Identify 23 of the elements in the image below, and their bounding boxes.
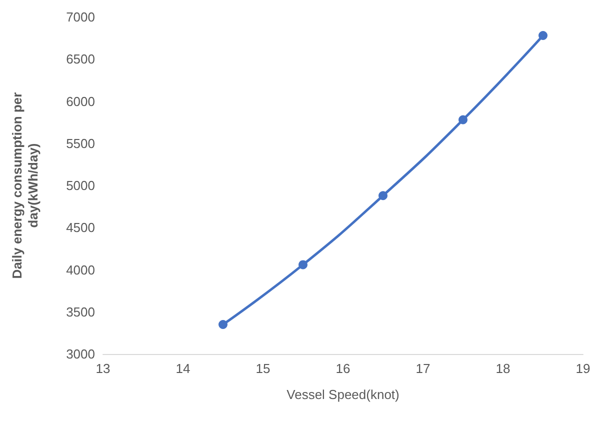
x-tick-label: 13	[96, 361, 110, 376]
y-tick-label: 7000	[66, 10, 95, 24]
y-tick-label: 5000	[66, 178, 95, 193]
point	[218, 320, 228, 330]
point	[298, 260, 308, 270]
point	[378, 191, 388, 200]
y-tick-label: 5500	[66, 136, 95, 151]
x-tick-label: 18	[496, 361, 510, 376]
x-tick-label: 15	[256, 361, 270, 376]
x-tick-label: 19	[576, 361, 590, 376]
y-axis-title: Daily energy consumption per day(kWh/day)	[10, 92, 40, 279]
x-tick-label: 14	[176, 361, 190, 376]
x-tick-label: 16	[336, 361, 350, 376]
y-tick-label: 6000	[66, 94, 95, 109]
point	[458, 115, 468, 124]
x-tick-label: 17	[416, 361, 430, 376]
point	[538, 31, 548, 40]
y-tick-label: 4500	[66, 220, 95, 236]
y-tick-label: 3500	[66, 304, 95, 320]
y-tick-label: 4000	[66, 262, 95, 278]
x-axis-title: Vessel Speed(knot)	[286, 387, 400, 402]
y-tick-label: 3000	[66, 346, 95, 362]
y-tick-label: 6500	[66, 52, 95, 67]
